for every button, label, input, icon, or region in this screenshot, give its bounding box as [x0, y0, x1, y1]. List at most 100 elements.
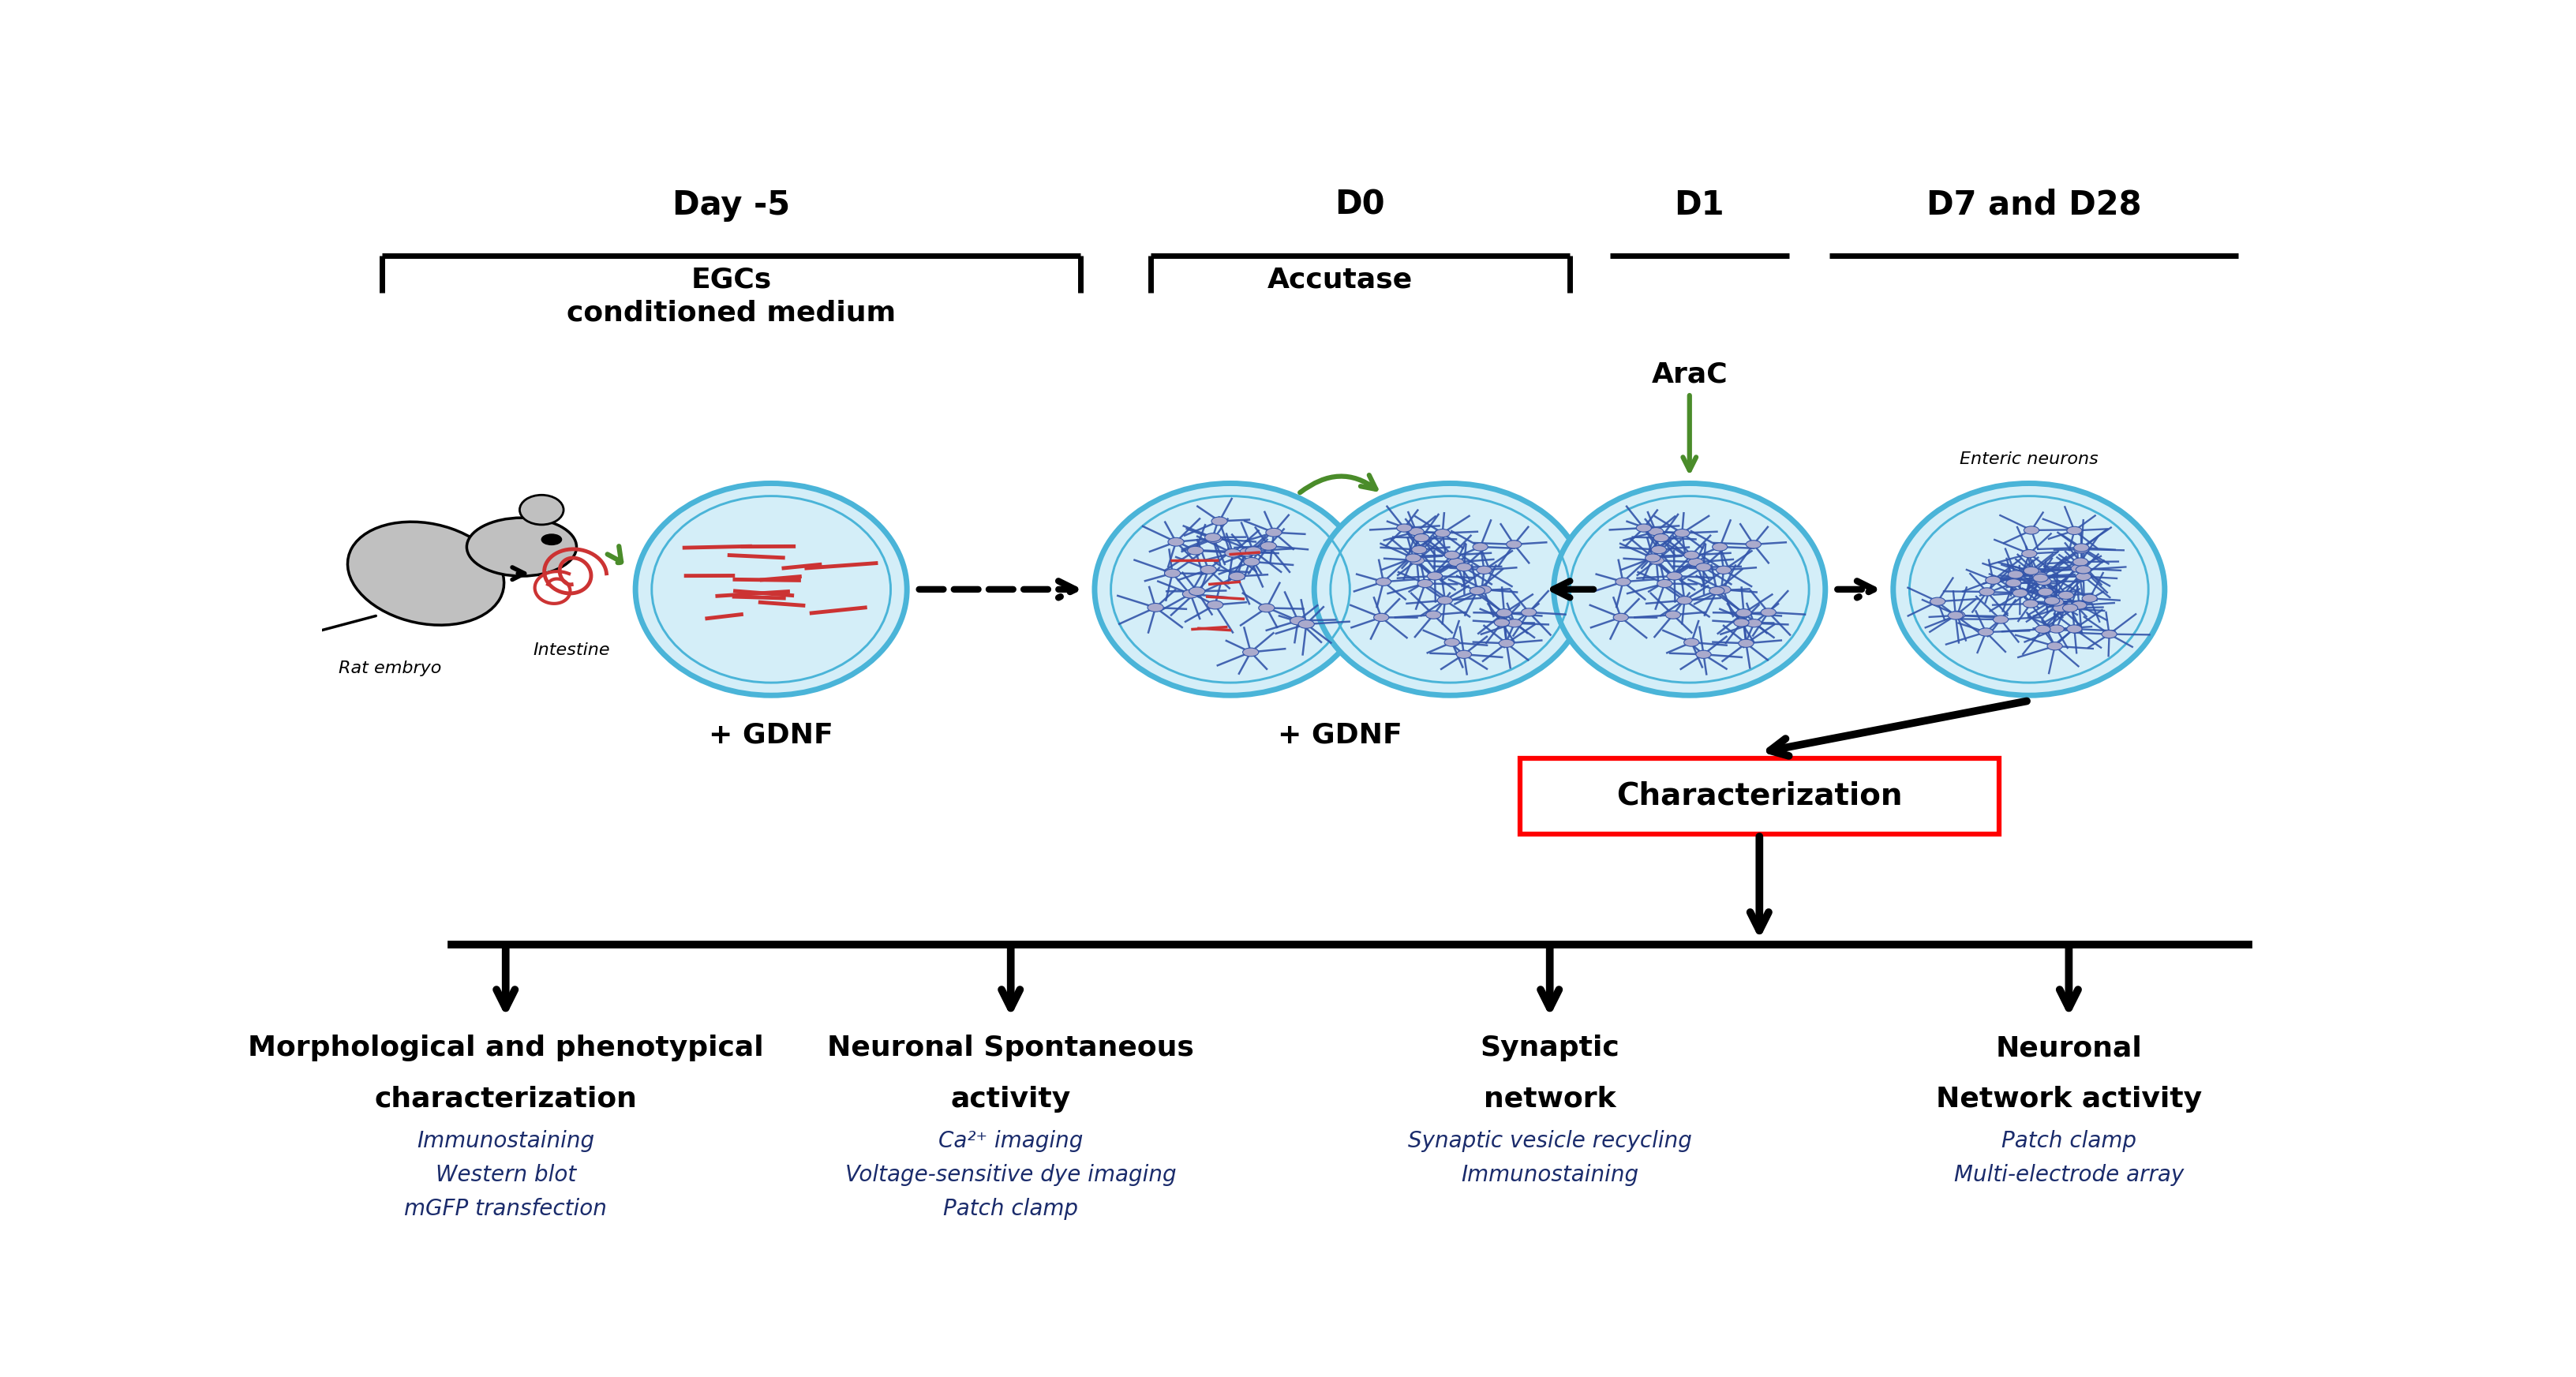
Ellipse shape	[466, 518, 577, 576]
Circle shape	[1522, 609, 1535, 617]
Circle shape	[2076, 566, 2092, 574]
Circle shape	[1499, 639, 1515, 647]
Text: Immunostaining: Immunostaining	[1461, 1164, 1638, 1186]
Circle shape	[1687, 558, 1703, 566]
Circle shape	[2022, 600, 2038, 607]
Ellipse shape	[1893, 483, 2164, 695]
Text: Patch clamp: Patch clamp	[943, 1198, 1079, 1220]
Circle shape	[1376, 578, 1391, 585]
Circle shape	[2007, 578, 2022, 587]
Circle shape	[1239, 548, 1255, 556]
Text: Intestine: Intestine	[533, 642, 611, 658]
Circle shape	[2074, 545, 2089, 554]
Circle shape	[1497, 609, 1512, 617]
Circle shape	[1649, 527, 1664, 536]
Circle shape	[2025, 526, 2040, 534]
Circle shape	[1211, 516, 1226, 526]
Circle shape	[2025, 567, 2040, 576]
Circle shape	[1409, 556, 1425, 565]
Circle shape	[1494, 618, 1510, 627]
Circle shape	[2081, 595, 2097, 602]
Circle shape	[1206, 533, 1221, 541]
Circle shape	[1471, 587, 1484, 595]
Circle shape	[2022, 549, 2038, 558]
Text: Day -5: Day -5	[672, 189, 791, 222]
Text: Morphological and phenotypical: Morphological and phenotypical	[247, 1034, 762, 1062]
Circle shape	[1445, 551, 1461, 559]
Text: Patch clamp: Patch clamp	[2002, 1131, 2136, 1153]
Circle shape	[1265, 529, 1283, 537]
Circle shape	[1476, 566, 1492, 574]
Circle shape	[2066, 625, 2081, 633]
Circle shape	[1716, 585, 1731, 593]
Text: Characterization: Characterization	[1615, 781, 1904, 811]
Circle shape	[1947, 611, 1963, 620]
Circle shape	[1716, 566, 1731, 574]
Circle shape	[2048, 642, 2063, 650]
Text: Western blot: Western blot	[435, 1164, 577, 1186]
Circle shape	[1224, 549, 1242, 558]
Circle shape	[1950, 611, 1965, 620]
Circle shape	[1713, 543, 1728, 551]
Circle shape	[1667, 611, 1680, 618]
FancyBboxPatch shape	[1520, 757, 1999, 834]
Circle shape	[1736, 609, 1752, 617]
Circle shape	[2032, 574, 2048, 582]
Text: activity: activity	[951, 1085, 1072, 1113]
Text: D1: D1	[1674, 189, 1723, 222]
Text: Synaptic: Synaptic	[1481, 1034, 1620, 1062]
Circle shape	[1978, 588, 1994, 596]
Circle shape	[1190, 587, 1206, 595]
Circle shape	[1417, 580, 1432, 588]
Circle shape	[1414, 534, 1430, 541]
Circle shape	[2071, 602, 2087, 609]
Circle shape	[1762, 609, 1775, 617]
Ellipse shape	[520, 494, 564, 525]
Circle shape	[1206, 534, 1221, 543]
Circle shape	[2066, 526, 2081, 534]
Circle shape	[1674, 529, 1690, 537]
Circle shape	[1164, 569, 1180, 577]
Circle shape	[1677, 596, 1692, 605]
Text: Rat embryo: Rat embryo	[337, 661, 440, 676]
Text: Multi-electrode array: Multi-electrode array	[1955, 1164, 2184, 1186]
Circle shape	[1242, 649, 1260, 657]
Text: Synaptic vesicle recycling: Synaptic vesicle recycling	[1406, 1131, 1692, 1153]
Text: Ca²⁺ imaging: Ca²⁺ imaging	[938, 1131, 1082, 1153]
Circle shape	[2025, 567, 2038, 574]
Text: Neuronal: Neuronal	[1996, 1034, 2143, 1062]
Circle shape	[2063, 605, 2079, 611]
Circle shape	[1646, 554, 1662, 562]
Text: + GDNF: + GDNF	[1278, 722, 1401, 749]
Ellipse shape	[636, 483, 907, 695]
Circle shape	[2076, 573, 2092, 581]
Circle shape	[1651, 545, 1667, 554]
Text: mGFP transfection: mGFP transfection	[404, 1198, 608, 1220]
Circle shape	[1986, 576, 2002, 584]
Circle shape	[1747, 540, 1762, 548]
Circle shape	[2048, 625, 2063, 633]
Circle shape	[2012, 589, 2027, 598]
Circle shape	[1435, 529, 1450, 537]
Circle shape	[1448, 558, 1463, 566]
Circle shape	[541, 534, 562, 545]
Circle shape	[2038, 588, 2053, 596]
Circle shape	[1739, 639, 1754, 647]
Circle shape	[1396, 523, 1412, 532]
Circle shape	[1476, 585, 1492, 593]
Circle shape	[1695, 650, 1710, 658]
Circle shape	[1437, 596, 1453, 605]
Text: Immunostaining: Immunostaining	[417, 1131, 595, 1153]
Circle shape	[1747, 620, 1762, 627]
Circle shape	[1167, 537, 1185, 547]
Text: Enteric neurons: Enteric neurons	[1960, 452, 2099, 467]
Text: D7 and D28: D7 and D28	[1927, 189, 2141, 222]
Circle shape	[2074, 544, 2089, 552]
Ellipse shape	[1314, 483, 1587, 695]
Circle shape	[2035, 577, 2050, 585]
Circle shape	[1654, 534, 1669, 541]
Circle shape	[1685, 639, 1700, 646]
Circle shape	[1685, 551, 1700, 559]
Circle shape	[1427, 611, 1440, 618]
Circle shape	[1182, 589, 1198, 598]
